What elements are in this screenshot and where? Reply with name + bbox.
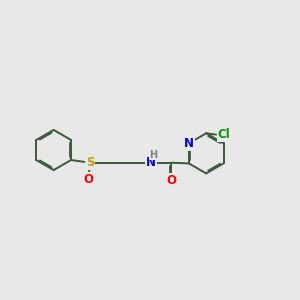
Text: N: N: [146, 156, 156, 169]
Text: H: H: [149, 150, 158, 160]
Text: S: S: [86, 156, 94, 169]
Text: Cl: Cl: [218, 128, 230, 141]
Text: N: N: [184, 137, 194, 150]
Text: O: O: [83, 173, 93, 186]
Text: O: O: [167, 174, 176, 187]
